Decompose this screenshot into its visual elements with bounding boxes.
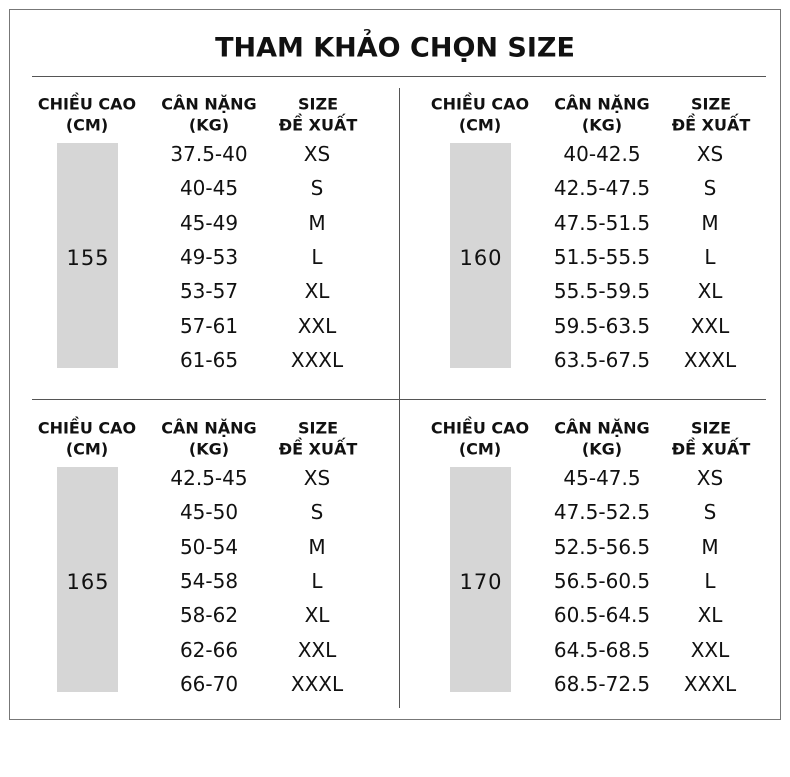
height-value: 170 [459, 570, 503, 594]
column-header: CÂN NẶNG [161, 94, 257, 114]
weight-range: 52.5-56.5 [553, 534, 651, 559]
frame [9, 9, 781, 720]
weight-range: 49-53 [179, 244, 239, 269]
column-header: (CM) [65, 115, 109, 135]
weight-range: 54-58 [179, 568, 239, 593]
weight-range: 57-61 [179, 313, 239, 338]
weight-range: 47.5-52.5 [553, 500, 651, 525]
size: L [704, 244, 716, 269]
weight-range: 51.5-55.5 [553, 244, 651, 269]
column-header: SIZE [297, 418, 339, 438]
weight-range: 58-62 [179, 603, 239, 628]
column-header: (KG) [188, 115, 230, 135]
size: XL [697, 279, 723, 304]
column-header: CHIỀU CAO [37, 94, 137, 114]
column-header: SIZE [690, 94, 732, 114]
size: XXXL [290, 347, 344, 372]
divider [399, 88, 400, 708]
column-header: CHIỀU CAO [430, 94, 530, 114]
column-header: CHIỀU CAO [430, 418, 530, 438]
size: XS [303, 466, 331, 490]
size: L [704, 568, 716, 593]
height-box [450, 467, 511, 692]
height-value: 155 [66, 246, 110, 270]
weight-range: 45-49 [179, 210, 239, 235]
column-header: ĐỀ XUẤT [671, 439, 751, 459]
weight-range: 42.5-45 [170, 466, 248, 490]
size: L [311, 244, 323, 269]
size: S [310, 500, 324, 525]
size: XXL [690, 313, 730, 338]
size: S [310, 176, 324, 201]
size: M [701, 534, 719, 559]
weight-range: 64.5-68.5 [553, 637, 651, 662]
column-header: (CM) [65, 439, 109, 459]
weight-range: 42.5-47.5 [553, 176, 651, 201]
size: S [703, 500, 717, 525]
size: M [308, 534, 326, 559]
height-box [450, 143, 511, 368]
size: XXXL [290, 671, 344, 696]
weight-range: 45-47.5 [563, 466, 641, 490]
column-header: (CM) [458, 439, 502, 459]
size: XXL [297, 637, 337, 662]
column-header: ĐỀ XUẤT [278, 115, 358, 135]
size: XS [696, 142, 724, 166]
weight-range: 68.5-72.5 [553, 671, 651, 696]
title: THAM KHẢO CHỌN SIZE [215, 32, 575, 64]
size: L [311, 568, 323, 593]
size: XXXL [683, 347, 737, 372]
height-value: 160 [459, 246, 503, 270]
weight-range: 40-45 [179, 176, 239, 201]
column-header: CÂN NẶNG [554, 94, 650, 114]
column-header: CÂN NẶNG [161, 418, 257, 438]
weight-range: 61-65 [179, 347, 239, 372]
size: XL [697, 603, 723, 628]
size: S [703, 176, 717, 201]
height-box [57, 467, 118, 692]
weight-range: 37.5-40 [170, 142, 248, 166]
weight-range: 40-42.5 [563, 142, 641, 166]
column-header: SIZE [297, 94, 339, 114]
column-header: (KG) [188, 439, 230, 459]
weight-range: 50-54 [179, 534, 239, 559]
size: XXL [297, 313, 337, 338]
divider [32, 76, 766, 77]
column-header: CÂN NẶNG [554, 418, 650, 438]
size: XL [304, 279, 330, 304]
column-header: (CM) [458, 115, 502, 135]
size: XXL [690, 637, 730, 662]
weight-range: 47.5-51.5 [553, 210, 651, 235]
weight-range: 45-50 [179, 500, 239, 525]
size: XS [696, 466, 724, 490]
size: XL [304, 603, 330, 628]
weight-range: 63.5-67.5 [553, 347, 651, 372]
height-box [57, 143, 118, 368]
weight-range: 59.5-63.5 [553, 313, 651, 338]
weight-range: 53-57 [179, 279, 239, 304]
weight-range: 60.5-64.5 [553, 603, 651, 628]
column-header: (KG) [581, 439, 623, 459]
weight-range: 62-66 [179, 637, 239, 662]
column-header: ĐỀ XUẤT [278, 439, 358, 459]
column-header: ĐỀ XUẤT [671, 115, 751, 135]
weight-range: 55.5-59.5 [553, 279, 651, 304]
height-value: 165 [66, 570, 110, 594]
size: M [701, 210, 719, 235]
weight-range: 56.5-60.5 [553, 568, 651, 593]
size: XS [303, 142, 331, 166]
column-header: (KG) [581, 115, 623, 135]
column-header: SIZE [690, 418, 732, 438]
size: XXXL [683, 671, 737, 696]
column-header: CHIỀU CAO [37, 418, 137, 438]
weight-range: 66-70 [179, 671, 239, 696]
size: M [308, 210, 326, 235]
